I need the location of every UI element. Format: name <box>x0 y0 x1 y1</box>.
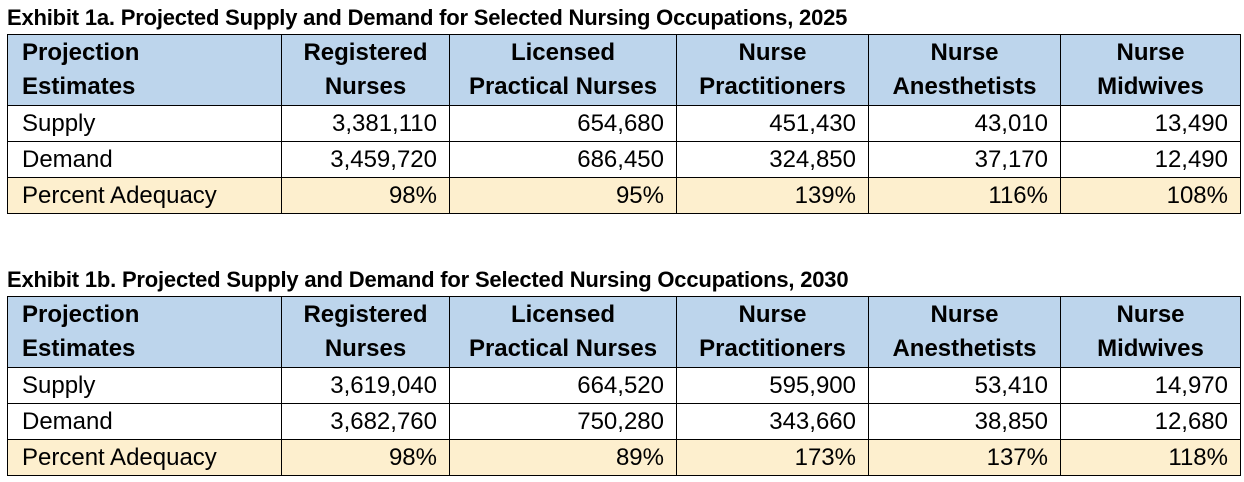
column-header-nurse-anesthetists: Nurse Anesthetists <box>868 296 1061 368</box>
table-cell: 38,850 <box>868 403 1061 440</box>
table-row-supply: Supply 3,381,110 654,680 451,430 43,010 … <box>7 105 1241 142</box>
column-header-licensed-practical-nurses: Licensed Practical Nurses <box>449 296 677 368</box>
table-cell: 595,900 <box>676 367 869 404</box>
table-cell: 98% <box>281 177 450 214</box>
row-label: Supply <box>7 367 282 404</box>
column-header-projection-estimates: Projection Estimates <box>7 34 282 106</box>
table-cell: 3,619,040 <box>281 367 450 404</box>
table-cell: 3,381,110 <box>281 105 450 142</box>
table-row-demand: Demand 3,459,720 686,450 324,850 37,170 … <box>7 141 1241 178</box>
exhibit-title: Exhibit 1b. Projected Supply and Demand … <box>7 267 849 292</box>
table-cell: 324,850 <box>676 141 869 178</box>
table-cell: 89% <box>449 439 677 476</box>
table-cell: 750,280 <box>449 403 677 440</box>
row-label: Demand <box>7 141 282 178</box>
table-cell: 116% <box>868 177 1061 214</box>
table-cell: 12,490 <box>1060 141 1241 178</box>
table-row-demand: Demand 3,682,760 750,280 343,660 38,850 … <box>7 403 1241 440</box>
column-header-registered-nurses: Registered Nurses <box>281 296 450 368</box>
row-label: Percent Adequacy <box>7 177 282 214</box>
table-cell: 95% <box>449 177 677 214</box>
row-label: Demand <box>7 403 282 440</box>
column-header-nurse-practitioners: Nurse Practitioners <box>676 296 869 368</box>
table-cell: 654,680 <box>449 105 677 142</box>
table-cell: 139% <box>676 177 869 214</box>
table-cell: 98% <box>281 439 450 476</box>
table-cell: 108% <box>1060 177 1241 214</box>
column-header-nurse-midwives: Nurse Midwives <box>1060 296 1241 368</box>
table-cell: 37,170 <box>868 141 1061 178</box>
table-cell: 3,682,760 <box>281 403 450 440</box>
header-row: Projection Estimates Registered Nurses Lic… <box>7 34 1241 106</box>
table-cell: 343,660 <box>676 403 869 440</box>
column-header-projection-estimates: Projection Estimates <box>7 296 282 368</box>
data-table: Projection Estimates Registered Nurses Lic… <box>7 296 1241 476</box>
table-row-supply: Supply 3,619,040 664,520 595,900 53,410 … <box>7 367 1241 404</box>
table-cell: 451,430 <box>676 105 869 142</box>
column-header-nurse-practitioners: Nurse Practitioners <box>676 34 869 106</box>
table-cell: 137% <box>868 439 1061 476</box>
header-row: Projection Estimates Registered Nurses Lic… <box>7 296 1241 368</box>
column-header-registered-nurses: Registered Nurses <box>281 34 450 106</box>
table-cell: 118% <box>1060 439 1241 476</box>
table-cell: 43,010 <box>868 105 1061 142</box>
table-cell: 3,459,720 <box>281 141 450 178</box>
table-cell: 53,410 <box>868 367 1061 404</box>
exhibit-1a: Exhibit 1a. Projected Supply and Demand … <box>7 4 1241 214</box>
table-cell: 686,450 <box>449 141 677 178</box>
table-cell: 664,520 <box>449 367 677 404</box>
exhibit-1b: Exhibit 1b. Projected Supply and Demand … <box>7 266 1241 476</box>
table-cell: 13,490 <box>1060 105 1241 142</box>
table-cell: 12,680 <box>1060 403 1241 440</box>
table-cell: 173% <box>676 439 869 476</box>
row-label: Supply <box>7 105 282 142</box>
data-table: Projection Estimates Registered Nurses Lic… <box>7 34 1241 214</box>
table-row-percent-adequacy: Percent Adequacy 98% 89% 173% 137% 118% <box>7 439 1241 476</box>
table-cell: 14,970 <box>1060 367 1241 404</box>
exhibit-title: Exhibit 1a. Projected Supply and Demand … <box>7 5 848 30</box>
table-row-percent-adequacy: Percent Adequacy 98% 95% 139% 116% 108% <box>7 177 1241 214</box>
column-header-licensed-practical-nurses: Licensed Practical Nurses <box>449 34 677 106</box>
row-label: Percent Adequacy <box>7 439 282 476</box>
column-header-nurse-midwives: Nurse Midwives <box>1060 34 1241 106</box>
column-header-nurse-anesthetists: Nurse Anesthetists <box>868 34 1061 106</box>
